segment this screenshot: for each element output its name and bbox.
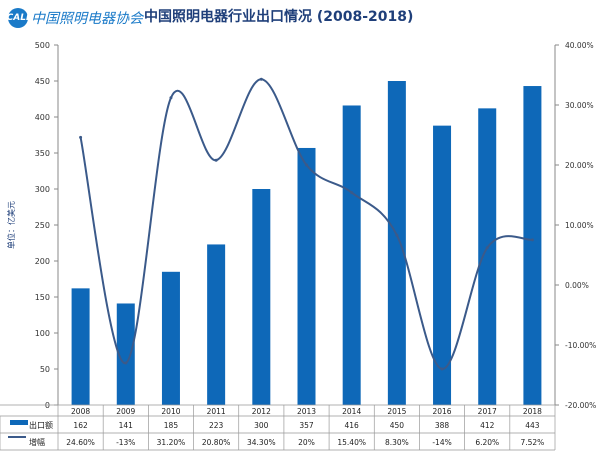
y-tick-label: 400 [35, 113, 50, 122]
y-axis-label: 单位：亿美元 [6, 201, 16, 249]
y-tick-label: 300 [35, 185, 50, 194]
growth-point-2010 [169, 96, 173, 100]
y-tick-label: 450 [35, 77, 50, 86]
table-value-export: 357 [299, 421, 314, 430]
table-value-export: 300 [254, 421, 269, 430]
y2-tick-label: 40.00% [565, 41, 594, 50]
y2-tick-label: -20.00% [565, 401, 596, 410]
x-tick-label: 2016 [432, 407, 451, 416]
table-value-export: 388 [435, 421, 450, 430]
table-value-export: 412 [480, 421, 495, 430]
y-tick-label: 200 [35, 257, 50, 266]
table-value-growth: -14% [432, 438, 451, 447]
growth-point-2013 [305, 163, 308, 167]
bar-2016 [433, 125, 452, 405]
growth-point-2008 [79, 135, 83, 139]
chart-title: 中国照明电器行业出口情况 (2008-2018) [144, 9, 414, 25]
legend-bar-icon [10, 420, 28, 425]
x-tick-label: 2010 [161, 407, 180, 416]
bar-2013 [297, 147, 316, 405]
growth-point-2014 [350, 191, 354, 195]
table-value-growth: 20.80% [202, 438, 231, 447]
bar-2012 [252, 189, 271, 405]
table-value-export: 450 [390, 421, 405, 430]
x-tick-label: 2012 [252, 407, 271, 416]
table-value-growth: 6.20% [475, 438, 499, 447]
bar-2009 [116, 303, 135, 405]
table-value-growth: 31.20% [157, 438, 186, 447]
growth-point-2018 [530, 238, 534, 242]
growth-point-2015 [395, 233, 399, 237]
growth-point-2017 [485, 246, 489, 250]
y2-tick-label: 20.00% [565, 161, 594, 170]
table-value-growth: 7.52% [520, 438, 544, 447]
table-value-export: 223 [209, 421, 224, 430]
table-value-growth: 8.30% [385, 438, 409, 447]
y2-tick-label: 10.00% [565, 221, 594, 230]
y2-tick-label: 30.00% [565, 101, 594, 110]
y-tick-label: 100 [35, 329, 50, 338]
y2-tick-label: -10.00% [565, 341, 596, 350]
logo-text: 中国照明电器协会 [31, 11, 143, 27]
x-tick-label: 2008 [71, 407, 90, 416]
table-value-growth: 15.40% [337, 438, 366, 447]
bar-2008 [71, 288, 90, 405]
x-tick-label: 2011 [207, 407, 226, 416]
logo-mark: CALI [7, 8, 29, 28]
x-tick-label: 2015 [387, 407, 406, 416]
table-value-export: 185 [164, 421, 179, 430]
logo: CALI 中国照明电器协会 [7, 8, 143, 28]
legend-export: 出口额 [29, 420, 53, 430]
table-value-growth: 24.60% [66, 438, 95, 447]
growth-point-2012 [259, 77, 263, 81]
x-tick-label: 2014 [342, 407, 361, 416]
x-tick-label: 2018 [523, 407, 542, 416]
y-tick-label: 500 [35, 41, 50, 50]
growth-line [79, 78, 533, 370]
table-value-export: 141 [119, 421, 134, 430]
growth-point-2016 [440, 367, 444, 371]
x-tick-label: 2017 [478, 407, 497, 416]
table-value-export: 162 [73, 421, 88, 430]
growth-point-2011 [214, 158, 218, 162]
y-tick-label: 250 [35, 221, 50, 230]
y-tick-label: 50 [40, 365, 50, 374]
growth-point-2009 [124, 361, 128, 365]
bar-2011 [207, 244, 226, 405]
x-tick-label: 2013 [297, 407, 316, 416]
table-value-growth: 34.30% [247, 438, 276, 447]
bar-2010 [161, 271, 180, 405]
bar-2018 [523, 86, 542, 405]
table-value-export: 416 [345, 421, 360, 430]
table-value-growth: -13% [116, 438, 135, 447]
y2-tick-label: 0.00% [565, 281, 589, 290]
bar-2014 [342, 105, 361, 405]
bar-2017 [478, 108, 497, 406]
table-value-export: 443 [525, 421, 540, 430]
y-tick-label: 0 [45, 401, 50, 410]
y-tick-label: 350 [35, 149, 50, 158]
y-tick-label: 150 [35, 293, 50, 302]
x-tick-label: 2009 [116, 407, 135, 416]
table-value-growth: 20% [298, 438, 315, 447]
bar-2015 [387, 81, 406, 405]
legend-growth: 增幅 [29, 437, 45, 447]
